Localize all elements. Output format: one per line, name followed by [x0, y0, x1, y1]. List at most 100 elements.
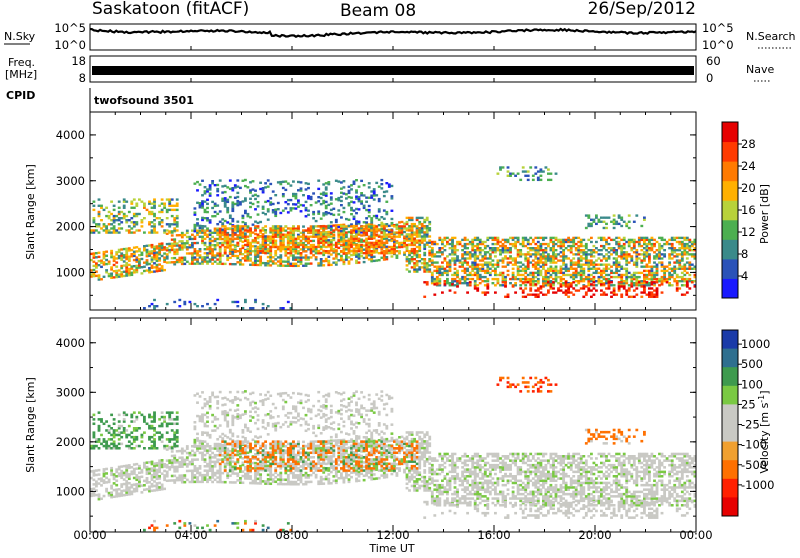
power-cell [565, 247, 568, 249]
power-cell [292, 240, 295, 242]
power-cell [378, 242, 381, 244]
power-cell [514, 284, 517, 286]
velocity-cell [133, 436, 136, 439]
velocity-cell [148, 470, 151, 473]
power-cell [436, 243, 439, 245]
power-cell [330, 249, 333, 251]
velocity-cell [123, 418, 126, 421]
velocity-cell [120, 425, 123, 428]
power-cell [219, 250, 222, 252]
power-cell [580, 274, 583, 276]
power-cell [456, 280, 459, 282]
velocity-cell [125, 487, 128, 490]
power-cell [431, 264, 434, 266]
power-cell [262, 242, 265, 244]
power-cell [555, 257, 558, 259]
power-cell [661, 270, 664, 272]
power-cell [688, 280, 691, 282]
velocity-cell [151, 461, 154, 464]
power-cell [519, 287, 522, 289]
power-cell [355, 260, 358, 262]
power-cell [148, 221, 151, 223]
velocity-cell [181, 456, 184, 459]
power-cell [648, 284, 651, 286]
power-cell [264, 240, 267, 242]
power-cell [300, 240, 303, 242]
power-cell [630, 247, 633, 249]
power-cell [423, 258, 426, 260]
power-cell [234, 184, 237, 186]
power-cell [332, 234, 335, 236]
velocity-cell [146, 466, 149, 469]
power-cell [545, 276, 548, 278]
power-cell [565, 257, 568, 259]
power-cell [98, 260, 101, 262]
power-cell [401, 229, 404, 231]
power-cell [550, 257, 553, 259]
velocity-cell [115, 471, 118, 474]
power-cell [494, 270, 497, 272]
power-cell [125, 252, 128, 254]
power-cell [577, 280, 580, 282]
power-cell [570, 247, 573, 249]
power-cell [444, 268, 447, 270]
power-cell [618, 241, 621, 243]
power-cell [284, 250, 287, 252]
power-cell [158, 245, 161, 247]
power-cell [343, 261, 346, 263]
power-cell [456, 243, 459, 245]
power-cell [562, 253, 565, 255]
power-cell [545, 251, 548, 253]
power-cell [567, 283, 570, 285]
velocity-cell [93, 447, 96, 450]
power-cell [181, 232, 184, 234]
power-cell [335, 224, 338, 226]
power-cell [534, 280, 537, 282]
power-cell [514, 175, 517, 177]
power-cell [249, 234, 252, 236]
power-cell [502, 272, 505, 274]
power-cell [252, 224, 255, 226]
power-cell [350, 254, 353, 256]
power-cell [648, 278, 651, 280]
power-cell [608, 255, 611, 257]
power-cell [173, 205, 176, 207]
power-cell [517, 278, 520, 280]
power-cell [651, 237, 654, 239]
velocity-cell [168, 459, 171, 462]
power-cell [595, 251, 598, 253]
beam-title: Beam 08 [340, 1, 416, 21]
power-cell [287, 248, 290, 250]
power-cell [325, 201, 328, 203]
power-cell [231, 206, 234, 208]
power-cell [242, 215, 245, 217]
power-cell [148, 244, 151, 246]
power-cell [471, 278, 474, 280]
freq-label-2: [MHz] [5, 68, 37, 81]
power-cell [456, 241, 459, 243]
power-cell [668, 253, 671, 255]
power-cell [489, 257, 492, 259]
power-cell [383, 231, 386, 233]
power-cell [242, 217, 245, 219]
power-cell [216, 204, 219, 206]
power-cell [532, 239, 535, 241]
power-cell [249, 227, 252, 229]
velocity-cell [166, 480, 169, 483]
power-cell [542, 264, 545, 266]
power-cell [565, 274, 568, 276]
power-cell [151, 231, 154, 233]
power-cell [380, 187, 383, 189]
velocity-cell [125, 491, 128, 494]
power-cell [173, 301, 176, 303]
velocity-cell [100, 477, 103, 480]
power-cell [229, 252, 232, 254]
power-cell [259, 221, 262, 223]
power-cell [605, 274, 608, 276]
velocity-cell [110, 491, 113, 494]
power-cell [550, 280, 553, 282]
power-cell [302, 265, 305, 267]
power-cell [173, 249, 176, 251]
power-cell [671, 247, 674, 249]
power-cell [103, 209, 106, 211]
